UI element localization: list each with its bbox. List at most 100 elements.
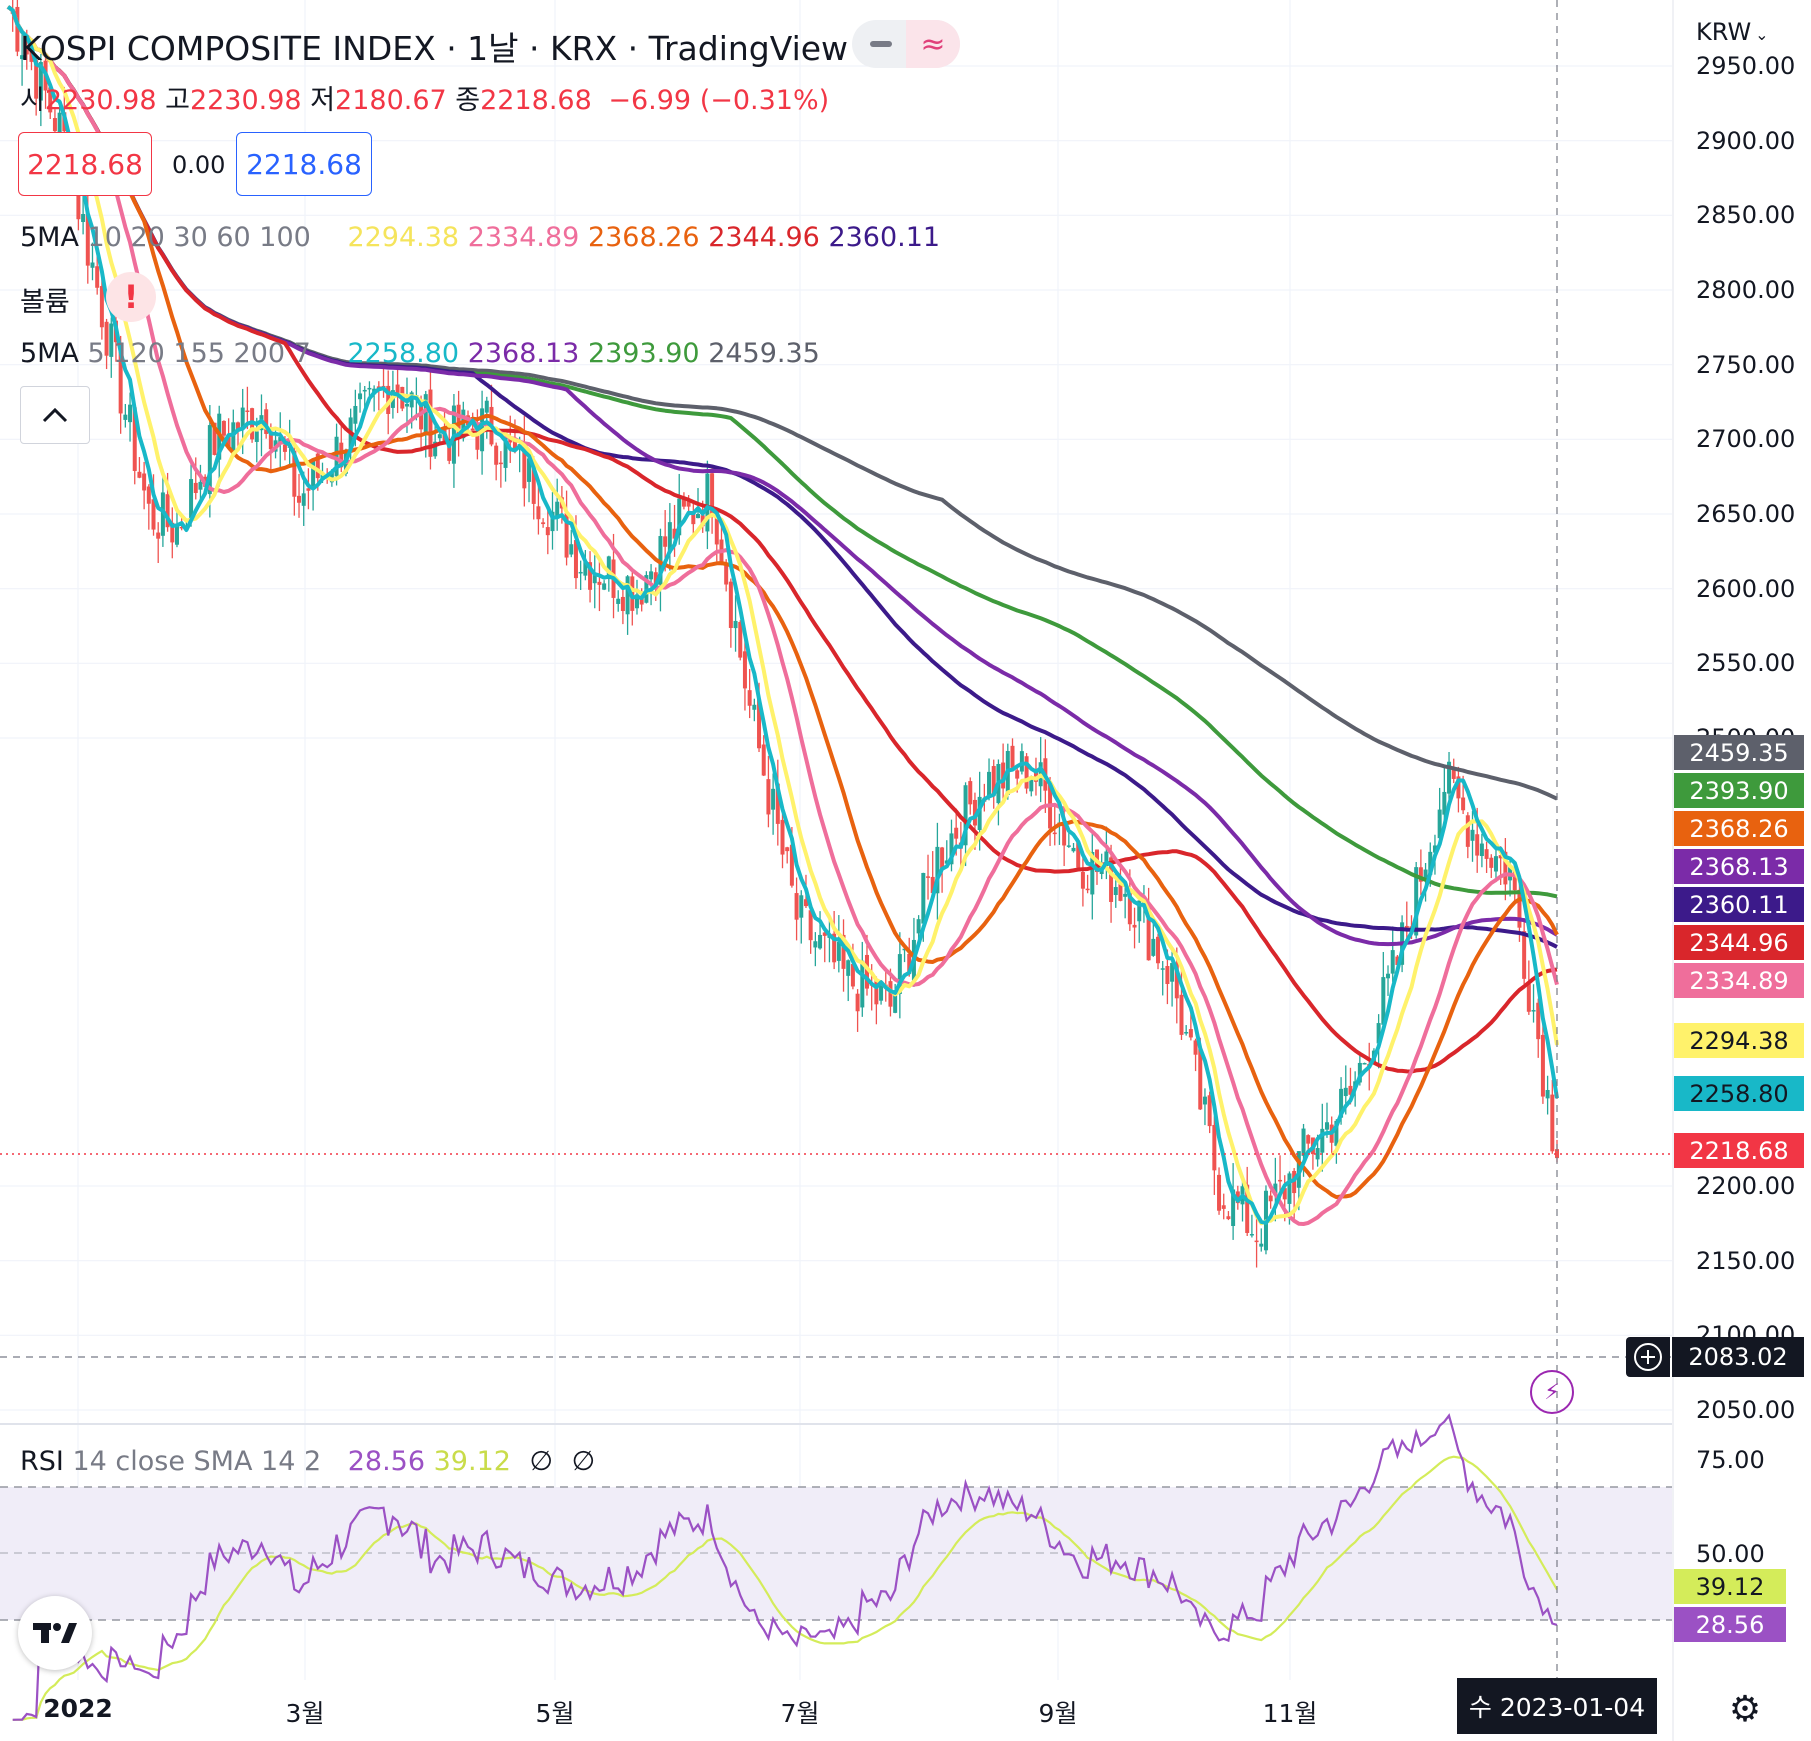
candle-body xyxy=(498,462,503,465)
candle-body xyxy=(1207,1095,1212,1127)
candle-body xyxy=(677,498,682,536)
open-value: 2230.98 xyxy=(44,85,157,116)
rsi-name: RSI xyxy=(20,1446,64,1477)
candle-body xyxy=(1076,842,1081,868)
candle-body xyxy=(864,954,869,989)
price-tick: 2950.00 xyxy=(1696,52,1796,80)
candle-body xyxy=(1357,1062,1362,1083)
candle-body xyxy=(1001,762,1006,789)
collapse-icon[interactable] xyxy=(870,41,892,47)
candle-body xyxy=(681,498,686,507)
collapse-legend-button[interactable] xyxy=(20,386,90,444)
candle-body xyxy=(1306,1135,1311,1144)
candle-body xyxy=(606,556,611,580)
candle-body xyxy=(822,932,827,936)
spread-value: 0.00 xyxy=(172,151,226,179)
candle-body xyxy=(20,55,25,60)
candle-body xyxy=(818,934,823,949)
candle-body xyxy=(1066,845,1071,847)
lightning-icon[interactable]: ⚡ xyxy=(1530,1370,1574,1414)
volume-legend[interactable]: 볼륨 xyxy=(20,280,70,319)
candle-body xyxy=(663,536,668,547)
sell-button[interactable]: 2218.68 xyxy=(18,132,152,196)
ma-legend-2[interactable]: 5MA 5 120 155 200 7 2258.80 2368.13 2393… xyxy=(20,338,820,369)
candle-body xyxy=(193,482,198,493)
candle-body xyxy=(1451,767,1456,779)
candle-body xyxy=(583,561,588,576)
candle-body xyxy=(128,404,133,423)
buy-button[interactable]: 2218.68 xyxy=(236,132,372,196)
price-tag: 2368.13 xyxy=(1674,849,1804,884)
close-label: 종 xyxy=(455,85,481,116)
candle-body xyxy=(1320,1128,1325,1153)
candle-body xyxy=(1118,883,1123,901)
ma1-v5: 2360.11 xyxy=(828,222,941,253)
candle-body xyxy=(437,434,442,439)
candle-body xyxy=(1418,867,1423,882)
candle-body xyxy=(813,941,818,948)
candle-body xyxy=(146,486,151,504)
currency-selector[interactable]: KRW ⌄ xyxy=(1696,18,1769,46)
price-tick: 2750.00 xyxy=(1696,350,1796,379)
candle-body xyxy=(1104,851,1109,867)
rsi-ma-value: 39.12 xyxy=(433,1446,511,1477)
price-tag: 2459.35 xyxy=(1674,735,1804,770)
candle-body xyxy=(90,262,95,268)
candle-body xyxy=(578,571,583,574)
tradingview-logo[interactable] xyxy=(18,1596,92,1670)
candle-body xyxy=(536,506,541,520)
candle-body xyxy=(1287,1173,1292,1204)
plus-circle-icon xyxy=(1634,1343,1662,1371)
candle-body xyxy=(710,473,715,517)
candle-body xyxy=(1555,1149,1559,1159)
close-value: 2218.68 xyxy=(480,85,592,116)
candle-body xyxy=(916,919,921,934)
candle-body xyxy=(1437,809,1442,839)
settings-gear-icon[interactable]: ⚙ xyxy=(1728,1689,1762,1730)
candle-body xyxy=(888,981,893,1007)
candle-body xyxy=(1221,1205,1226,1209)
rsi-legend[interactable]: RSI 14 close SMA 14 2 28.56 39.12 ∅ ∅ xyxy=(20,1446,595,1477)
ohlc-row: 시2230.98 고2230.98 저2180.67 종2218.68 −6.9… xyxy=(20,78,829,117)
candle-body xyxy=(1282,1188,1287,1200)
crosshair-price-label: 2083.02 xyxy=(1672,1337,1804,1377)
candle-body xyxy=(541,522,546,525)
rsi-tick: 50.00 xyxy=(1696,1539,1765,1568)
candle-body xyxy=(494,445,499,465)
open-label: 시 xyxy=(20,85,45,116)
candle-body xyxy=(311,460,316,490)
warning-icon[interactable]: ! xyxy=(106,272,156,322)
candle-body xyxy=(1123,893,1128,897)
candle-body xyxy=(137,471,142,478)
ma-legend-1[interactable]: 5MA 10 20 30 60 100 2294.38 2334.89 2368… xyxy=(20,222,940,253)
ma200-line xyxy=(6,5,1558,801)
candle-body xyxy=(1217,1174,1222,1211)
candle-body xyxy=(297,495,302,503)
candle-body xyxy=(1024,756,1029,789)
candle-body xyxy=(278,437,283,444)
ma30-line xyxy=(6,5,1559,1200)
candle-body xyxy=(926,876,931,878)
candle-body xyxy=(240,407,245,429)
candle-body xyxy=(733,620,738,629)
candle-body xyxy=(555,501,560,518)
ma2-v2: 2368.13 xyxy=(467,338,580,369)
time-tick: 2022 xyxy=(43,1694,113,1723)
candle-body xyxy=(189,479,194,521)
candle-body xyxy=(212,422,217,455)
compare-icon[interactable]: ≈ xyxy=(906,20,960,68)
candle-body xyxy=(649,571,654,580)
candle-body xyxy=(841,934,846,969)
candle-body xyxy=(602,583,607,590)
rsi-hidden-2: ∅ xyxy=(571,1446,596,1477)
add-alert-button[interactable] xyxy=(1626,1337,1670,1377)
candle-body xyxy=(433,441,438,457)
legend-toggle-pill[interactable]: ≈ xyxy=(852,20,960,68)
candle-body xyxy=(1156,936,1161,964)
candle-body xyxy=(1132,924,1137,928)
candle-body xyxy=(1343,1087,1348,1097)
candle-body xyxy=(1442,791,1447,815)
candle-body xyxy=(1259,1243,1264,1247)
candle-body xyxy=(34,60,39,99)
